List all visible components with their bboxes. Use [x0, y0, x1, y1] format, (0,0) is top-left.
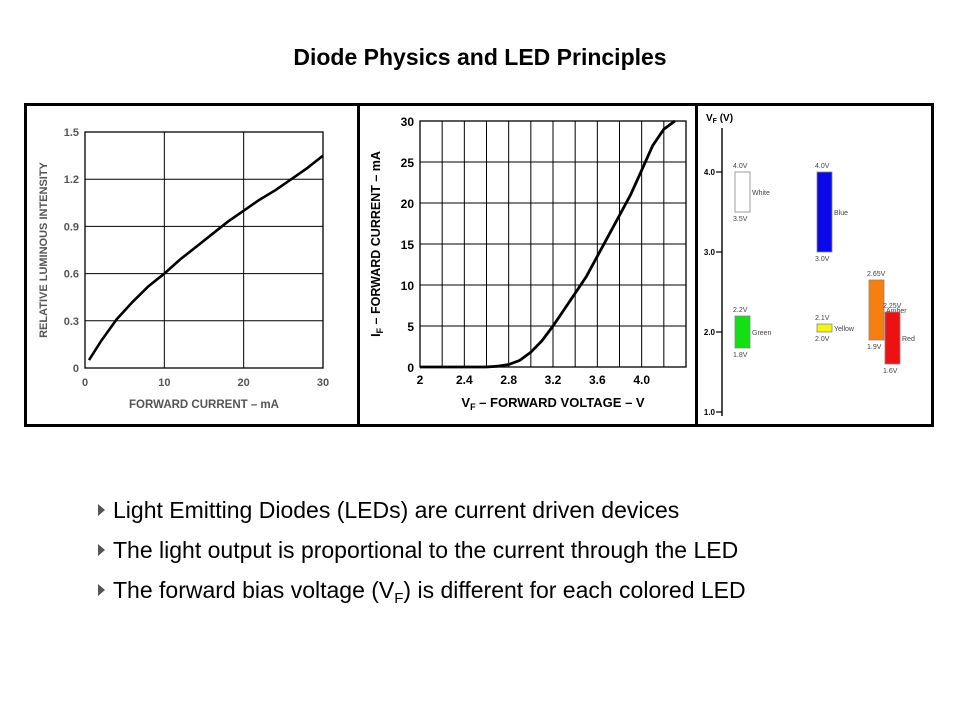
y-tick-label: 3.0	[704, 248, 716, 257]
y-tick-label: 20	[401, 197, 415, 211]
voltage-range-bar	[868, 279, 885, 341]
bullet-item: Light Emitting Diodes (LEDs) are current…	[96, 490, 916, 530]
bullet-arrow-icon	[98, 544, 105, 556]
luminous-intensity-chart: 0 10 20 30 0 0.3 0.6 0.9 1.2 1.5 FORWARD CURRENT –…	[38, 127, 329, 411]
bar-low-label: 1.9V	[867, 344, 882, 351]
bullet-arrow-icon	[98, 504, 105, 516]
bar-high-label: 2.2V	[733, 307, 748, 314]
y-tick-label: 5	[407, 320, 414, 334]
y-tick-label: 25	[401, 156, 415, 170]
voltage-range-bar	[884, 311, 901, 365]
forward-current-panel: 2 2.4 2.8 3.2 3.6 4.0 0 5 10 15 20 25 30 VF – FORWARD…	[360, 106, 695, 424]
panel-divider	[357, 106, 360, 424]
forward-current-chart: 2 2.4 2.8 3.2 3.6 4.0 0 5 10 15 20 25 30 VF – FORWARD…	[369, 115, 687, 412]
intensity-curve	[87, 154, 324, 361]
x-tick-label: 2.4	[456, 373, 473, 387]
x-tick-label: 4.0	[633, 373, 650, 387]
voltage-range-bar	[816, 171, 833, 253]
luminous-intensity-panel: 0 10 20 30 0 0.3 0.6 0.9 1.2 1.5 FORWARD CURRENT –…	[27, 106, 357, 424]
bar-low-label: 1.8V	[733, 352, 748, 359]
slide-title: Diode Physics and LED Principles	[293, 44, 667, 70]
bar-color-label: White	[752, 190, 770, 197]
bar-high-label: 2.65V	[867, 271, 886, 278]
x-tick-label: 3.2	[545, 373, 562, 387]
y-tick-label: 1.5	[64, 127, 79, 139]
bullet-text: The light output is proportional to the …	[113, 537, 739, 563]
voltage-range-bar	[734, 171, 751, 213]
y-tick-label: 0	[73, 363, 79, 375]
bullet-arrow-icon	[98, 584, 105, 596]
y-axis-label: RELATIVE LUMINOUS INTENSITY	[38, 161, 50, 337]
x-tick-label: 2	[417, 373, 424, 387]
y-tick-label: 2.0	[704, 328, 716, 337]
forward-voltage-panel: 1.0 2.0 3.0 4.0 VF (V) 4.0V 3.5V White 4.0V 3.0V B…	[698, 106, 931, 424]
bar-high-label: 2.1V	[815, 315, 830, 322]
y-tick-label: 0.3	[64, 316, 79, 328]
plot-frame	[419, 120, 687, 368]
bar-high-label: 4.0V	[815, 163, 830, 170]
bullet-list: Light Emitting Diodes (LEDs) are current…	[96, 490, 916, 619]
voltage-range-bar	[816, 323, 833, 333]
bullet-text: Light Emitting Diodes (LEDs) are current…	[113, 497, 680, 523]
bar-low-label: 1.6V	[883, 368, 898, 375]
x-tick-label: 30	[317, 377, 329, 389]
y-axis-label: IF – FORWARD CURRENT – mA	[369, 151, 385, 337]
bar-color-label: Red	[902, 336, 915, 343]
y-tick-label: 30	[401, 115, 415, 129]
y-tick-label: 10	[401, 279, 415, 293]
bar-low-label: 2.0V	[815, 336, 830, 343]
x-tick-label: 3.6	[589, 373, 606, 387]
voltage-range-bar	[734, 315, 751, 349]
bullet-item: The light output is proportional to the …	[96, 530, 916, 570]
iv-curve	[420, 119, 676, 369]
bar-low-label: 3.0V	[815, 256, 830, 263]
x-axis-label: FORWARD CURRENT – mA	[129, 399, 279, 411]
bar-color-label: Yellow	[834, 326, 855, 333]
x-axis-label: VF – FORWARD VOLTAGE – V	[461, 395, 645, 412]
y-tick-label: 0	[407, 361, 414, 375]
y-tick-label: 0.9	[64, 221, 79, 233]
bar-high-label: 4.0V	[733, 163, 748, 170]
y-tick-label: 1.0	[704, 408, 716, 417]
bar-color-label: Amber	[886, 308, 907, 315]
bar-high-label: 2.25V	[883, 303, 902, 310]
y-axis-label: VF (V)	[706, 113, 733, 125]
x-tick-label: 2.8	[500, 373, 517, 387]
bar-color-label: Green	[752, 330, 772, 337]
y-tick-label: 0.6	[64, 269, 79, 281]
figure-frame: 0 10 20 30 0 0.3 0.6 0.9 1.2 1.5 FORWARD CURRENT –…	[24, 103, 934, 427]
forward-voltage-by-color-chart: 1.0 2.0 3.0 4.0 VF (V) 4.0V 3.5V White 4.0V 3.0V B…	[704, 113, 915, 417]
y-tick-label: 1.2	[64, 174, 79, 186]
x-tick-label: 10	[158, 377, 170, 389]
x-tick-label: 20	[238, 377, 250, 389]
bar-low-label: 3.5V	[733, 216, 748, 223]
bullet-text: The forward bias voltage (VF) is differe…	[113, 577, 746, 607]
plot-frame	[84, 131, 324, 369]
bullet-item: The forward bias voltage (VF) is differe…	[96, 570, 916, 619]
bar-color-label: Blue	[834, 210, 848, 217]
y-tick-label: 15	[401, 238, 415, 252]
x-tick-label: 0	[82, 377, 88, 389]
panel-divider	[695, 106, 698, 424]
y-tick-label: 4.0	[704, 168, 716, 177]
